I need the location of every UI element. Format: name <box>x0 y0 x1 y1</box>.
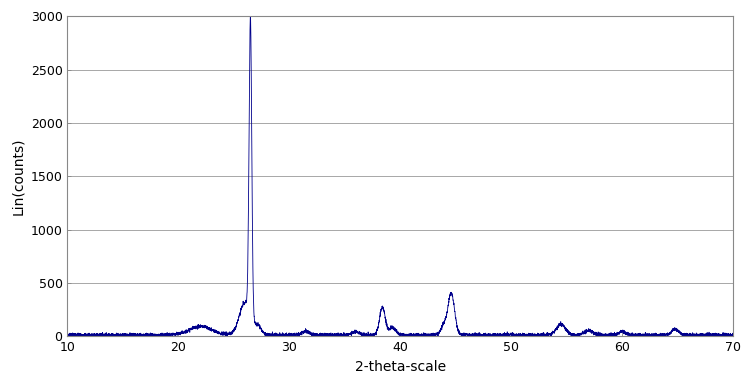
X-axis label: 2-theta-scale: 2-theta-scale <box>355 360 446 374</box>
Y-axis label: Lin(counts): Lin(counts) <box>11 137 25 215</box>
